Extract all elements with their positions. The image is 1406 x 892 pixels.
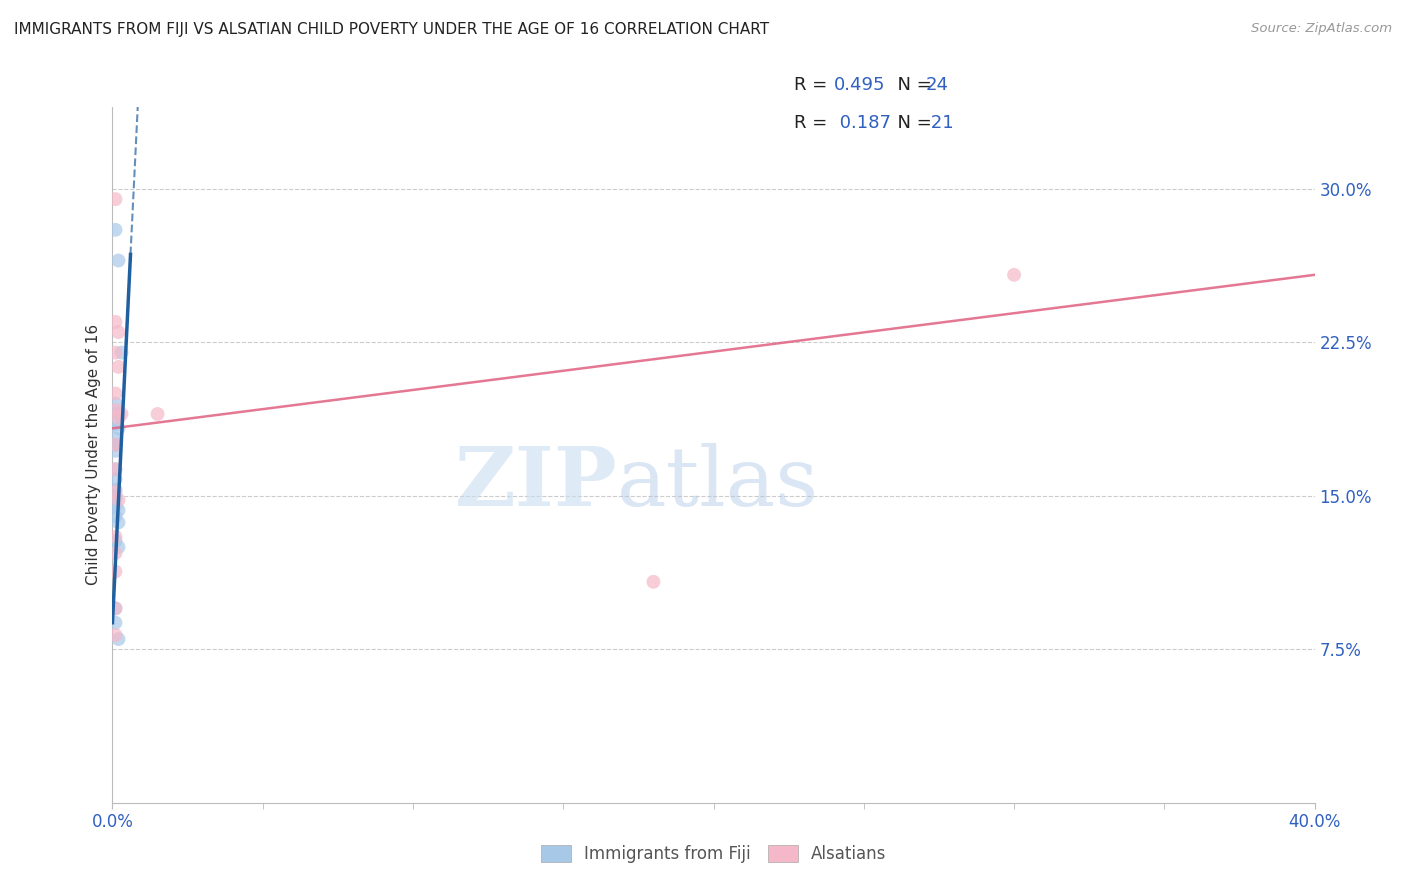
- Point: [107, 325, 129, 339]
- Point: [107, 411, 129, 425]
- Point: [104, 315, 127, 329]
- Text: R =: R =: [794, 76, 834, 94]
- Point: [1002, 268, 1025, 282]
- Point: [104, 601, 127, 615]
- Point: [104, 438, 127, 452]
- Text: 0.187: 0.187: [834, 114, 891, 132]
- Point: [107, 632, 129, 646]
- Point: [104, 223, 127, 237]
- Text: R =: R =: [794, 114, 834, 132]
- Point: [107, 253, 129, 268]
- Point: [104, 530, 127, 544]
- Point: [107, 492, 129, 507]
- Legend: Immigrants from Fiji, Alsatians: Immigrants from Fiji, Alsatians: [533, 836, 894, 871]
- Point: [107, 516, 129, 530]
- Point: [104, 628, 127, 642]
- Text: 21: 21: [925, 114, 953, 132]
- Text: IMMIGRANTS FROM FIJI VS ALSATIAN CHILD POVERTY UNDER THE AGE OF 16 CORRELATION C: IMMIGRANTS FROM FIJI VS ALSATIAN CHILD P…: [14, 22, 769, 37]
- Point: [146, 407, 169, 421]
- Point: [107, 359, 129, 374]
- Point: [104, 432, 127, 446]
- Point: [107, 503, 129, 517]
- Point: [104, 533, 127, 548]
- Point: [104, 499, 127, 513]
- Point: [107, 421, 129, 435]
- Text: atlas: atlas: [617, 442, 820, 523]
- Point: [104, 462, 127, 476]
- Point: [104, 483, 127, 497]
- Text: 0.495: 0.495: [834, 76, 886, 94]
- Point: [107, 407, 129, 421]
- Text: N =: N =: [886, 114, 938, 132]
- Point: [104, 509, 127, 524]
- Point: [104, 443, 127, 458]
- Point: [104, 473, 127, 487]
- Point: [110, 407, 132, 421]
- Point: [104, 397, 127, 411]
- Point: [104, 489, 127, 503]
- Point: [104, 492, 127, 507]
- Point: [104, 417, 127, 432]
- Point: [104, 386, 127, 401]
- Point: [104, 403, 127, 417]
- Point: [110, 345, 132, 359]
- Text: 24: 24: [925, 76, 948, 94]
- Point: [104, 484, 127, 499]
- Point: [104, 565, 127, 579]
- Text: N =: N =: [886, 76, 938, 94]
- Point: [104, 462, 127, 476]
- Text: Source: ZipAtlas.com: Source: ZipAtlas.com: [1251, 22, 1392, 36]
- Point: [104, 345, 127, 359]
- Point: [104, 615, 127, 630]
- Point: [104, 546, 127, 560]
- Point: [104, 192, 127, 206]
- Point: [104, 438, 127, 452]
- Text: ZIP: ZIP: [454, 442, 617, 523]
- Point: [104, 601, 127, 615]
- Point: [107, 540, 129, 554]
- Point: [643, 574, 665, 589]
- Y-axis label: Child Poverty Under the Age of 16: Child Poverty Under the Age of 16: [86, 325, 101, 585]
